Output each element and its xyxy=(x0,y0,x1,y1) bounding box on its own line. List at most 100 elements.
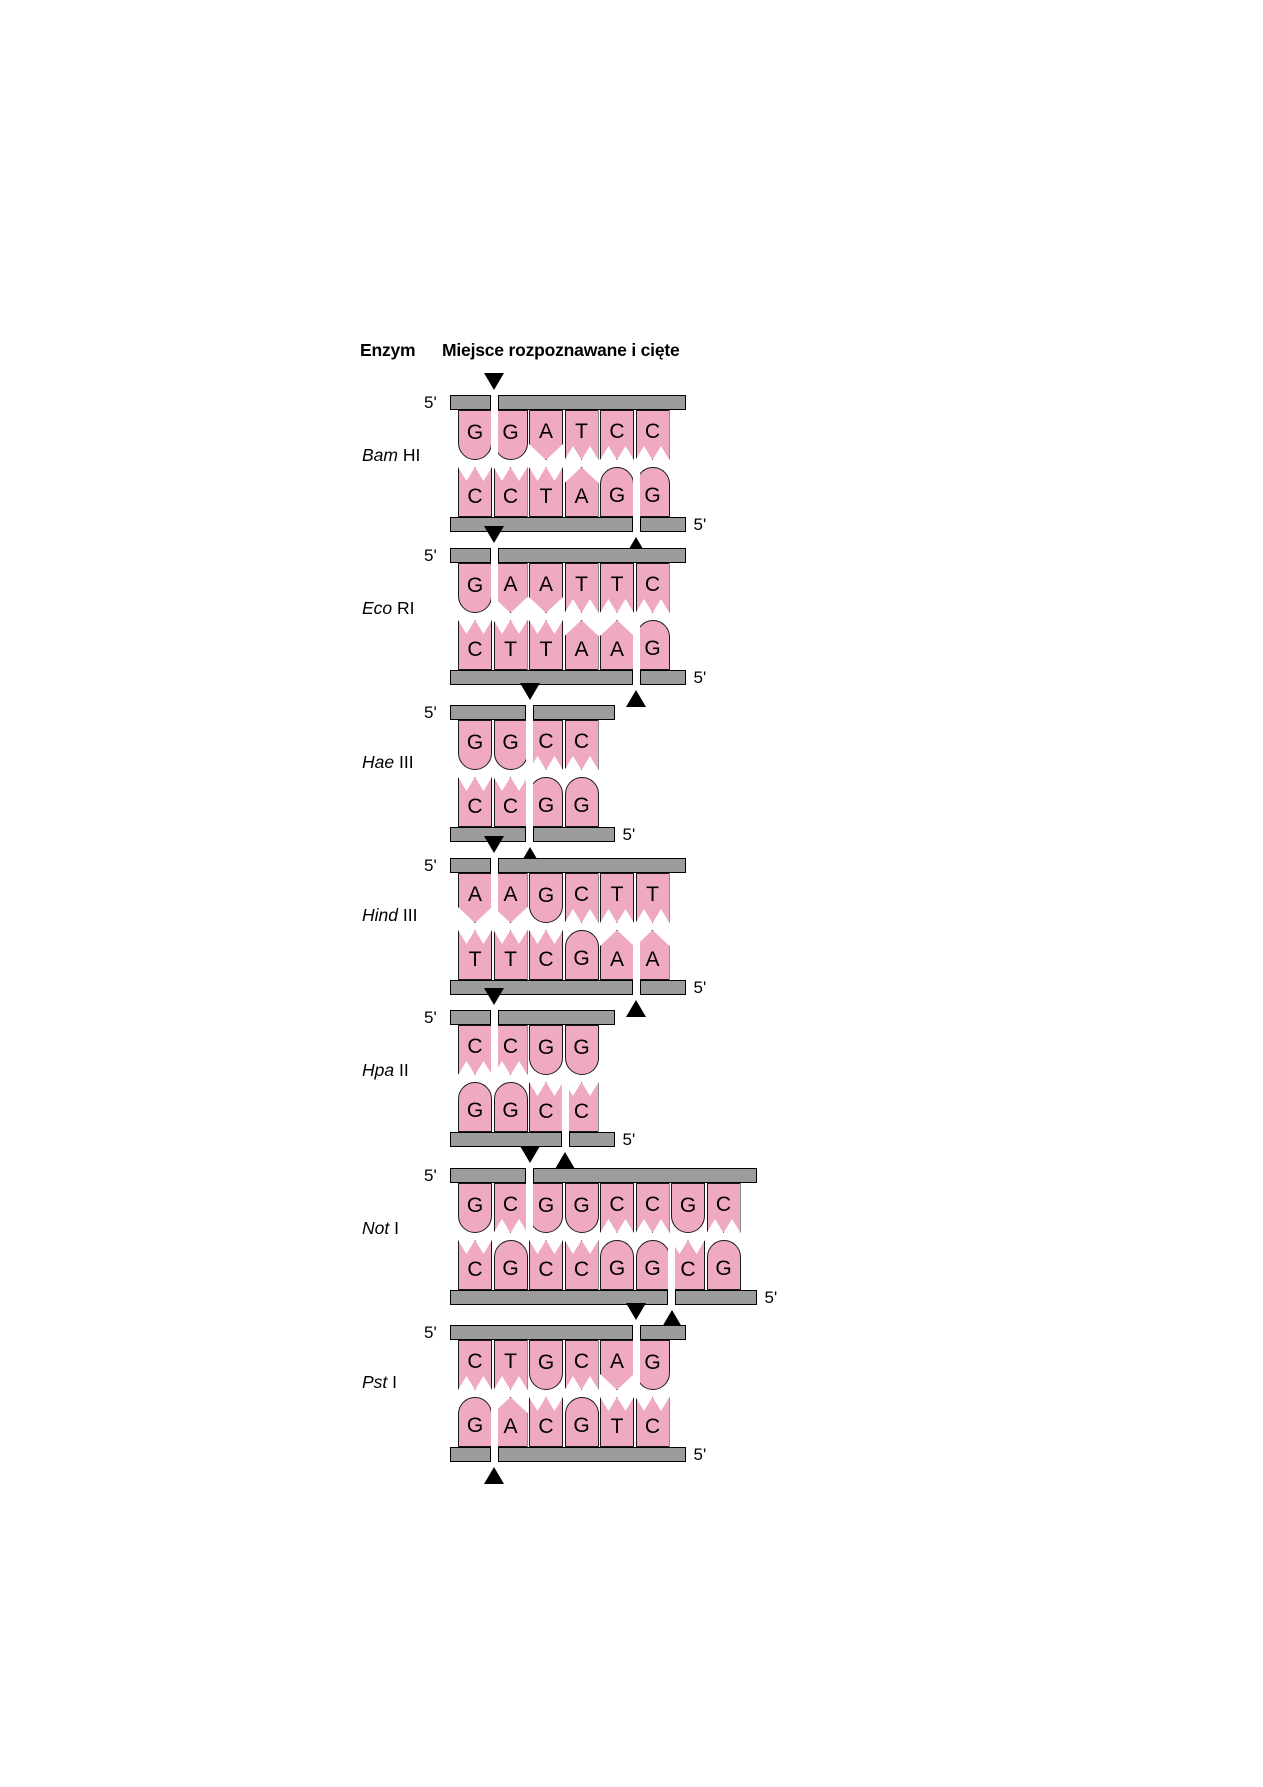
base-top: G xyxy=(493,410,528,460)
base-top: A xyxy=(493,563,528,613)
bottom-strand-cut-gap xyxy=(632,930,640,997)
base-top: C xyxy=(635,563,670,613)
base-top: G xyxy=(458,410,492,460)
enzyme-name-hpa-ii: Hpa II xyxy=(362,1060,482,1081)
base-top: T xyxy=(564,410,599,460)
base-bottom: G xyxy=(529,777,563,827)
enzyme-genus: Pst xyxy=(362,1372,388,1392)
enzyme-genus: Not xyxy=(362,1218,390,1238)
five-prime-label-top: 5' xyxy=(424,703,437,722)
enzyme-name-hae-iii: Hae III xyxy=(362,752,482,773)
base-bottom: A xyxy=(600,620,634,670)
cut-arrow-bottom xyxy=(484,1467,505,1484)
bottom-backbone-right xyxy=(639,670,686,685)
base-bottom: G xyxy=(458,1082,492,1132)
top-backbone-right xyxy=(497,395,686,410)
header-recognition-site: Miejsce rozpoznawane i cięte xyxy=(442,340,680,360)
cut-arrow-top xyxy=(484,373,505,390)
base-bottom: G xyxy=(635,1240,670,1290)
enzyme-species: RI xyxy=(392,598,415,618)
base-bottom: T xyxy=(493,930,528,980)
enzyme-name-pst-i: Pst I xyxy=(362,1372,482,1393)
cut-arrow-bottom xyxy=(626,1000,647,1017)
base-bottom: C xyxy=(635,1397,670,1447)
base-bottom: C xyxy=(529,1082,563,1132)
base-bottom: A xyxy=(493,1397,528,1447)
base-top: G xyxy=(529,1340,563,1390)
enzyme-genus: Hpa xyxy=(362,1060,395,1080)
base-bottom: T xyxy=(529,620,563,670)
base-top: C xyxy=(564,873,599,923)
top-backbone-right xyxy=(533,705,615,720)
base-bottom: G xyxy=(635,620,670,670)
top-backbone-right xyxy=(497,858,686,873)
base-bottom: C xyxy=(458,777,492,827)
cut-arrow-top xyxy=(484,988,505,1005)
base-bottom: G xyxy=(493,1240,528,1290)
enzyme-genus: Hind xyxy=(362,905,398,925)
bottom-backbone-left xyxy=(450,1132,562,1147)
bottom-backbone-right xyxy=(497,1447,686,1462)
bottom-backbone-right xyxy=(568,1132,615,1147)
top-strand-cut-gap xyxy=(526,1166,534,1240)
base-top: T xyxy=(600,873,634,923)
base-top: G xyxy=(493,720,528,770)
bottom-strand-cut-gap xyxy=(632,620,640,687)
bottom-backbone-left xyxy=(450,980,633,995)
top-backbone-left xyxy=(450,705,527,720)
cut-arrow-top xyxy=(484,836,505,853)
five-prime-label-bottom: 5' xyxy=(693,515,707,534)
cut-arrow-bottom xyxy=(626,690,647,707)
top-backbone-right xyxy=(533,1168,757,1183)
top-strand-cut-gap xyxy=(526,703,534,777)
base-top: C xyxy=(706,1183,741,1233)
bottom-backbone-left xyxy=(450,1290,669,1305)
base-bottom: G xyxy=(458,1397,492,1447)
base-top: G xyxy=(635,1340,670,1390)
enzyme-species: II xyxy=(394,1060,409,1080)
top-backbone-left xyxy=(450,1010,491,1025)
bottom-backbone-left xyxy=(450,1447,491,1462)
five-prime-label-top: 5' xyxy=(424,393,437,412)
base-top: T xyxy=(635,873,670,923)
cut-arrow-top xyxy=(484,526,505,543)
top-strand-cut-gap xyxy=(490,393,498,467)
top-backbone-right xyxy=(497,1010,615,1025)
column-headers: Enzym Miejsce rozpoznawane i cięte xyxy=(360,340,780,364)
base-top: G xyxy=(529,873,563,923)
five-prime-label-top: 5' xyxy=(424,1166,437,1185)
bottom-backbone-right xyxy=(639,980,686,995)
five-prime-label-bottom: 5' xyxy=(764,1288,778,1307)
top-backbone-left xyxy=(450,1325,633,1340)
enzyme-genus: Hae xyxy=(362,752,395,772)
cut-arrow-top xyxy=(626,1303,647,1320)
base-top: A xyxy=(529,563,563,613)
bottom-strand-cut-gap xyxy=(668,1240,676,1307)
base-top: G xyxy=(564,1183,599,1233)
bottom-strand-cut-gap xyxy=(490,1397,498,1464)
header-enzyme: Enzym xyxy=(360,340,416,360)
top-strand-cut-gap xyxy=(490,546,498,620)
base-top: C xyxy=(600,410,634,460)
base-bottom: A xyxy=(635,930,670,980)
enzyme-species: HI xyxy=(397,445,421,465)
base-bottom: G xyxy=(600,467,634,517)
bottom-strand-cut-gap xyxy=(561,1082,569,1149)
cut-arrow-bottom xyxy=(555,1152,576,1169)
base-top: G xyxy=(671,1183,705,1233)
cut-arrow-bottom xyxy=(661,1310,682,1327)
top-backbone-left xyxy=(450,548,491,563)
base-top: G xyxy=(529,1025,563,1075)
top-strand-cut-gap xyxy=(490,856,498,930)
bottom-backbone-right xyxy=(639,517,686,532)
bottom-backbone-left xyxy=(450,670,633,685)
enzyme-species: I xyxy=(387,1372,398,1392)
enzyme-species: III xyxy=(394,752,414,772)
enzyme-name-bam-hi: Bam HI xyxy=(362,445,482,466)
base-bottom: G xyxy=(564,777,599,827)
five-prime-label-bottom: 5' xyxy=(693,1445,707,1464)
base-top: A xyxy=(493,873,528,923)
five-prime-label-bottom: 5' xyxy=(622,1130,636,1149)
five-prime-label-bottom: 5' xyxy=(693,668,707,687)
five-prime-label-bottom: 5' xyxy=(693,978,707,997)
